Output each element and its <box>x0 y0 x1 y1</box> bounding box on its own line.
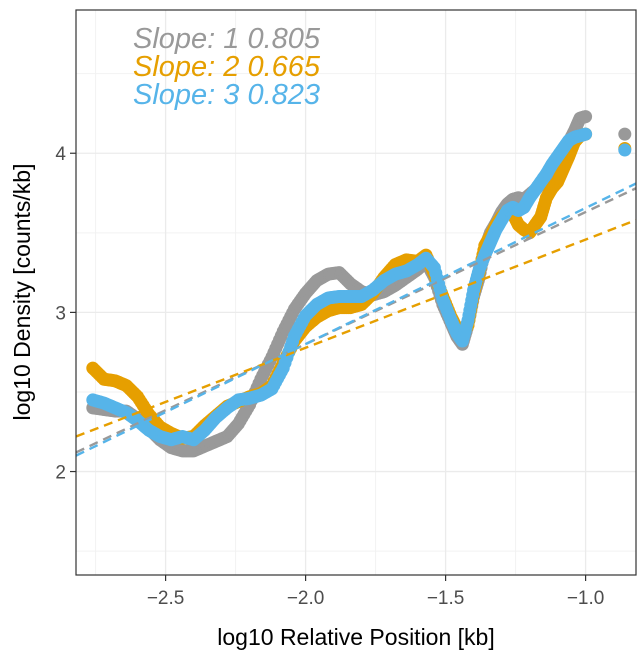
x-axis: −2.5 −2.0 −1.5 −1.0 <box>147 575 605 609</box>
slope-line-3 <box>75 182 637 457</box>
slope-annotation-1: Slope: 1 0.805 <box>133 23 321 55</box>
data-point <box>618 127 632 141</box>
x-tick-label: −2.5 <box>147 588 185 609</box>
slope-annotation-2: Slope: 2 0.665 <box>133 51 321 83</box>
slope-line-1 <box>75 187 637 454</box>
x-tick-label: −1.5 <box>427 588 465 609</box>
slope-lines <box>75 182 637 457</box>
scatter-points <box>86 110 632 458</box>
x-axis-title: log10 Relative Position [kb] <box>217 624 494 650</box>
x-tick-label: −2.0 <box>287 588 325 609</box>
y-tick-label: 3 <box>55 303 66 324</box>
panel-border <box>75 9 637 576</box>
x-tick-label: −1.0 <box>567 588 605 609</box>
y-tick-label: 4 <box>55 144 66 165</box>
data-point <box>618 143 632 157</box>
y-axis-title: log10 Density [counts/kb] <box>9 164 35 421</box>
slope-annotation-3: Slope: 3 0.823 <box>133 79 320 111</box>
y-axis: 2 3 4 <box>55 144 76 484</box>
slope-line-2 <box>75 218 637 438</box>
data-point <box>579 110 593 124</box>
series-3-points <box>86 127 632 447</box>
data-point <box>579 127 593 141</box>
y-tick-label: 2 <box>55 463 66 484</box>
